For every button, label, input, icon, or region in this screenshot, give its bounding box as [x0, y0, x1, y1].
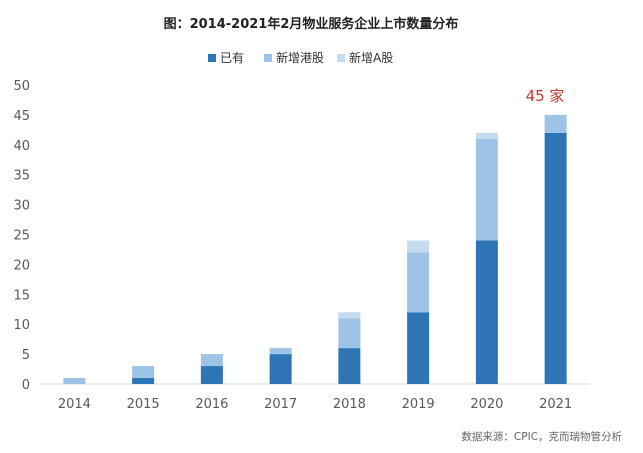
- x-tick-label: 2020: [470, 397, 503, 412]
- y-tick-label: 20: [13, 258, 30, 273]
- bar-2016-0: [200, 366, 223, 384]
- x-tick-label: 2019: [402, 397, 435, 412]
- y-tick-label: 15: [13, 288, 30, 303]
- source-note: 数据来源：CPIC，克而瑞物管分析: [461, 430, 622, 443]
- bar-2020-2: [475, 132, 498, 139]
- x-tick-label: 2015: [127, 397, 160, 412]
- bar-2019-1: [407, 252, 430, 313]
- bar-2015-0: [132, 378, 155, 384]
- y-tick-label: 25: [13, 229, 30, 244]
- chart-title: 图：2014-2021年2月物业服务企业上市数量分布: [164, 16, 459, 32]
- legend: 已有 新增港股 新增A股: [208, 50, 393, 65]
- legend-label-1: 新增港股: [276, 50, 324, 65]
- legend-label-0: 已有: [220, 51, 244, 65]
- bar-2021-1: [544, 114, 567, 133]
- y-tick-label: 5: [22, 348, 30, 363]
- y-tick-label: 30: [13, 199, 30, 214]
- legend-swatch-1: [264, 54, 272, 62]
- y-tick-label: 35: [13, 169, 30, 184]
- bar-2018-1: [338, 318, 361, 349]
- bar-2019-0: [407, 312, 430, 384]
- x-tick-label: 2021: [539, 397, 572, 412]
- bars: [63, 114, 567, 384]
- y-axis: 0 5 10 15 20 25 30 35 40 45 50: [13, 79, 30, 393]
- total-annotation: 45 家: [526, 87, 565, 105]
- y-tick-label: 40: [13, 139, 30, 154]
- bar-2020-0: [475, 240, 498, 384]
- bar-2016-1: [200, 354, 223, 367]
- bar-2017-0: [269, 354, 292, 384]
- x-tick-label: 2017: [264, 397, 297, 412]
- legend-swatch-0: [208, 54, 216, 62]
- bar-2019-2: [407, 240, 430, 253]
- y-tick-label: 45: [13, 109, 30, 124]
- legend-label-2: 新增A股: [349, 50, 393, 65]
- legend-swatch-2: [337, 54, 345, 62]
- y-tick-label: 0: [22, 378, 30, 393]
- bar-2018-2: [338, 312, 361, 319]
- x-tick-label: 2016: [195, 397, 228, 412]
- bar-2021-0: [544, 132, 567, 384]
- x-tick-label: 2018: [333, 397, 366, 412]
- bar-2017-1: [269, 348, 292, 355]
- y-tick-label: 50: [13, 79, 30, 94]
- y-tick-label: 10: [13, 318, 30, 333]
- bar-2020-1: [475, 138, 498, 241]
- bar-2014-1: [63, 378, 86, 384]
- bar-2018-0: [338, 348, 361, 384]
- bar-2015-1: [132, 366, 155, 379]
- x-axis: 2014 2015 2016 2017 2018 2019 2020 2021: [58, 397, 572, 412]
- x-tick-label: 2014: [58, 397, 91, 412]
